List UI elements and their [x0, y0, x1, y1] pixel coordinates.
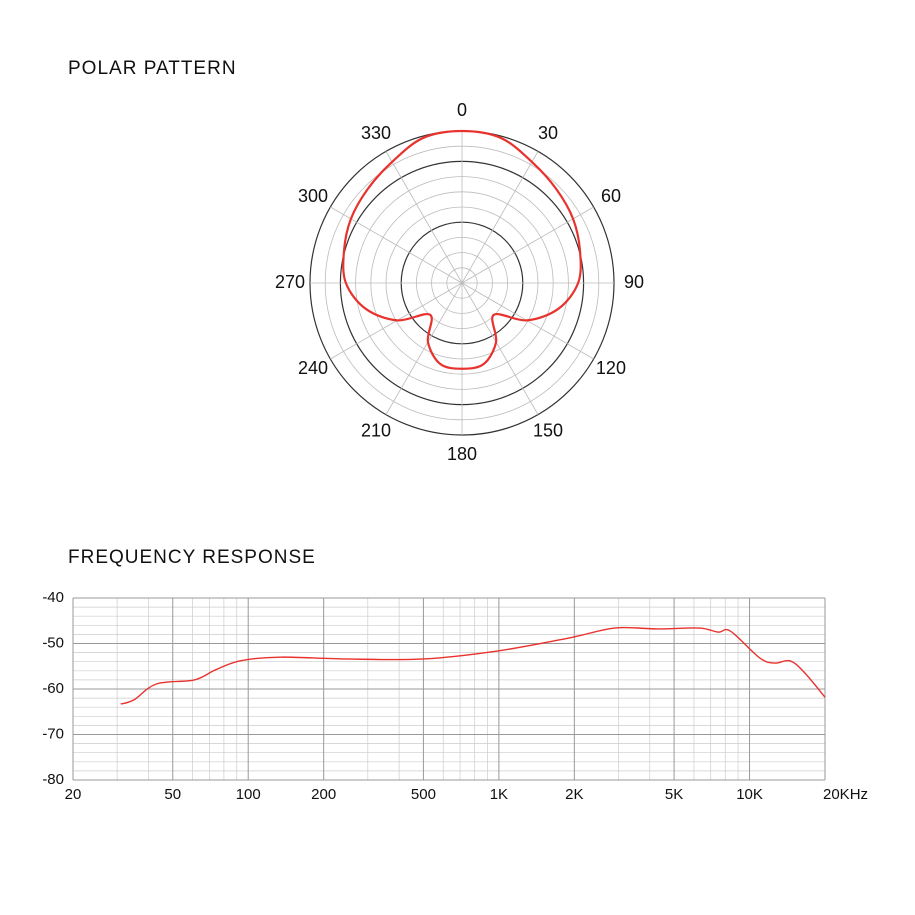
angle-label: 210	[361, 421, 391, 441]
chart-title: POLAR PATTERN	[68, 58, 237, 79]
x-tick-label: 20	[65, 786, 82, 803]
angle-label: 330	[361, 123, 391, 143]
y-tick-label: -60	[42, 680, 64, 697]
polar-curve	[342, 129, 582, 370]
angle-label: 30	[538, 123, 558, 143]
grid-spoke	[385, 151, 463, 284]
grid-spoke	[461, 206, 594, 284]
x-tick-label: 5K	[665, 786, 683, 803]
x-tick-label: 50	[164, 786, 181, 803]
x-tick-label: 500	[411, 786, 436, 803]
grid-spoke	[461, 151, 539, 284]
x-tick-label: 1K	[490, 786, 508, 803]
response-line	[120, 626, 826, 705]
y-tick-label: -50	[42, 634, 64, 651]
angle-label: 180	[447, 444, 477, 464]
grid-spoke	[330, 206, 463, 284]
angle-label: 270	[275, 272, 305, 292]
chart-title: FREQUENCY RESPONSE	[68, 547, 316, 568]
y-tick-label: -80	[42, 771, 64, 788]
angle-label: 120	[596, 358, 626, 378]
angle-label: 0	[457, 100, 467, 120]
x-tick-label: 10K	[736, 786, 763, 803]
angle-label: 150	[533, 421, 563, 441]
angle-label: 90	[624, 272, 644, 292]
angle-label: 60	[601, 186, 621, 206]
x-tick-label: 2K	[565, 786, 583, 803]
grid-spoke	[385, 282, 463, 415]
x-tick-label: 100	[236, 786, 261, 803]
grid-spoke	[461, 282, 539, 415]
x-tick-label: 20KHz	[823, 786, 868, 803]
y-tick-label: -40	[42, 589, 64, 606]
angle-label: 300	[298, 186, 328, 206]
x-tick-label: 200	[311, 786, 336, 803]
y-tick-label: -70	[42, 725, 64, 742]
angle-label: 240	[298, 358, 328, 378]
